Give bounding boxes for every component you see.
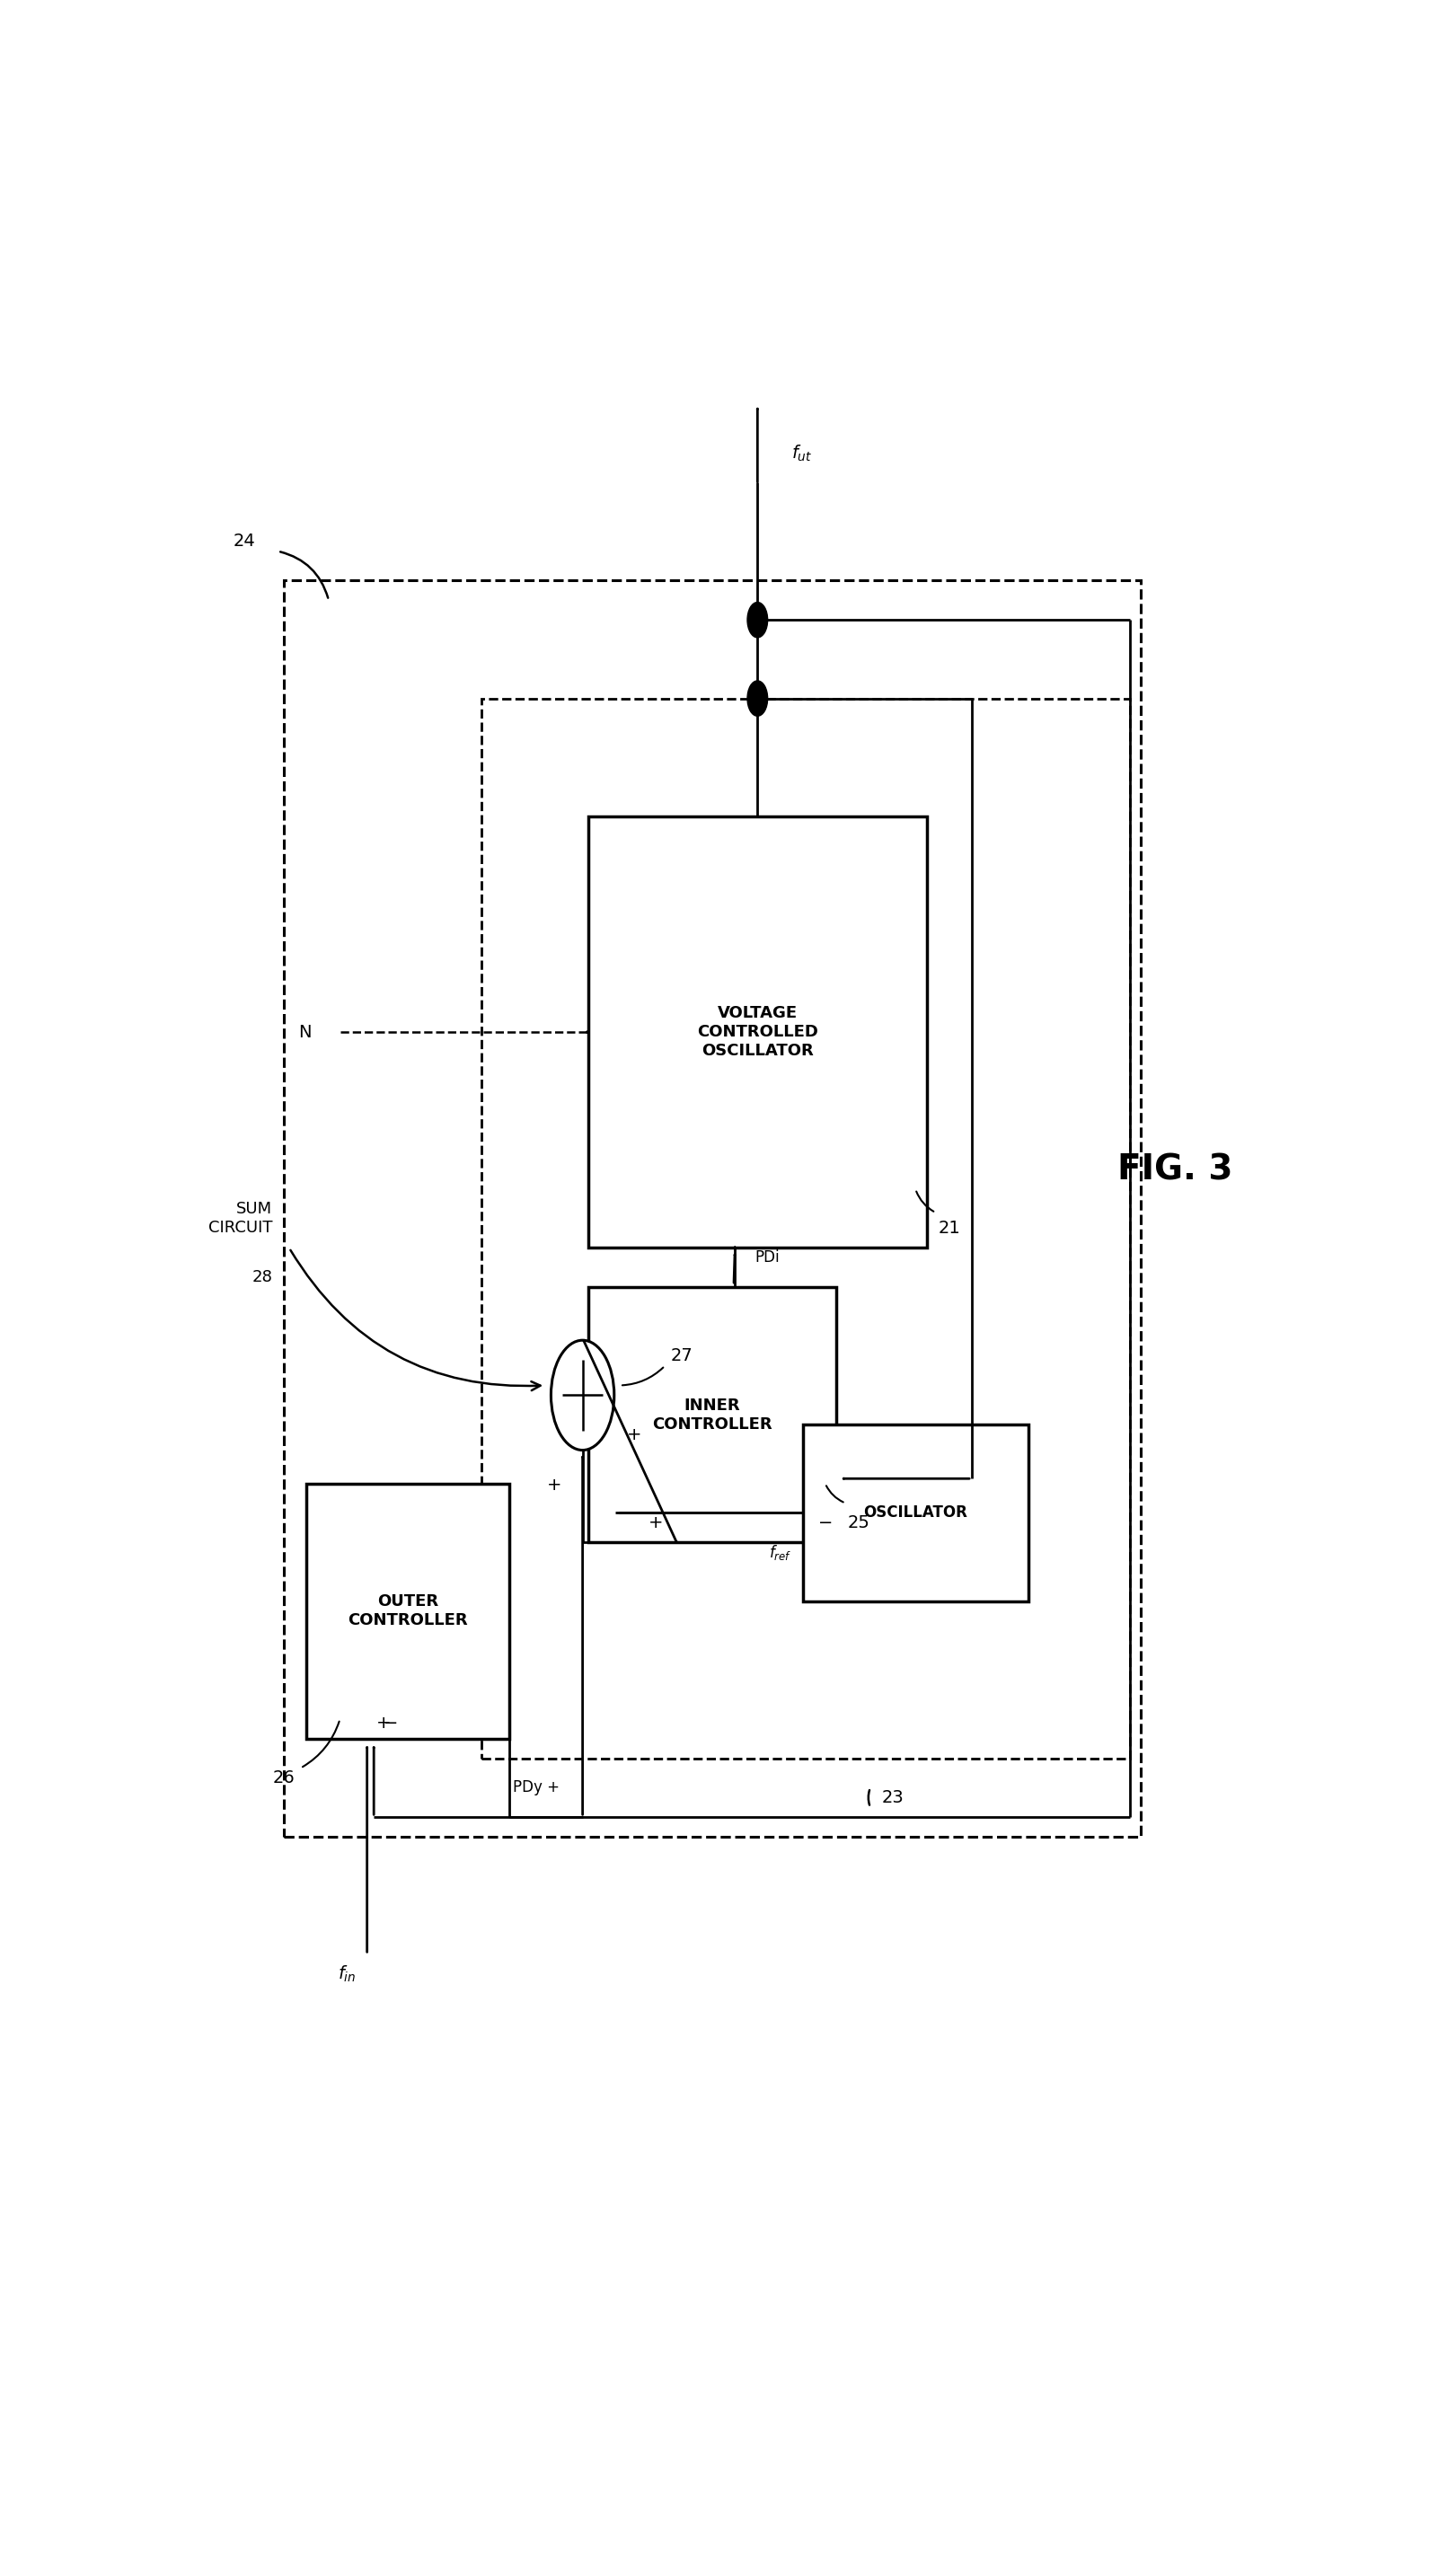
FancyArrowPatch shape	[291, 1249, 540, 1389]
Text: +: +	[628, 1425, 642, 1443]
Text: INNER
CONTROLLER: INNER CONTROLLER	[652, 1397, 772, 1433]
Text: +: +	[648, 1514, 664, 1532]
Bar	[284, 581, 1142, 1838]
Text: OSCILLATOR: OSCILLATOR	[863, 1504, 967, 1522]
FancyArrowPatch shape	[303, 1721, 339, 1766]
Circle shape	[550, 1341, 614, 1450]
Circle shape	[747, 602, 767, 637]
Text: +: +	[547, 1476, 562, 1494]
FancyArrowPatch shape	[622, 1366, 662, 1384]
Text: N: N	[298, 1025, 312, 1040]
Text: PDy +: PDy +	[514, 1779, 561, 1797]
FancyArrowPatch shape	[826, 1486, 843, 1501]
Text: 24: 24	[233, 533, 255, 551]
Text: −: −	[818, 1514, 833, 1532]
Text: 27: 27	[671, 1348, 693, 1364]
Text: +: +	[377, 1715, 392, 1731]
FancyArrowPatch shape	[281, 551, 328, 599]
Bar	[588, 1287, 836, 1542]
Text: OUTER
CONTROLLER: OUTER CONTROLLER	[348, 1593, 467, 1629]
Bar	[588, 816, 926, 1249]
Text: FIG. 3: FIG. 3	[1117, 1152, 1233, 1185]
Text: $f_{in}$: $f_{in}$	[338, 1965, 355, 1983]
Text: 23: 23	[882, 1789, 904, 1807]
Text: SUM
CIRCUIT: SUM CIRCUIT	[208, 1201, 272, 1236]
Text: $f_{ref}$: $f_{ref}$	[769, 1542, 792, 1563]
Text: 26: 26	[272, 1769, 294, 1787]
Text: −: −	[383, 1715, 397, 1731]
Circle shape	[747, 681, 767, 716]
Text: 25: 25	[847, 1514, 871, 1532]
FancyArrowPatch shape	[916, 1190, 933, 1211]
Bar	[802, 1425, 1028, 1601]
Bar	[306, 1484, 510, 1738]
Text: 21: 21	[938, 1221, 961, 1236]
Text: VOLTAGE
CONTROLLED
OSCILLATOR: VOLTAGE CONTROLLED OSCILLATOR	[697, 1004, 818, 1058]
Text: 28: 28	[252, 1269, 272, 1285]
Text: PDi: PDi	[756, 1249, 780, 1267]
Text: $f_{ut}$: $f_{ut}$	[792, 444, 812, 464]
Bar	[480, 698, 1130, 1759]
